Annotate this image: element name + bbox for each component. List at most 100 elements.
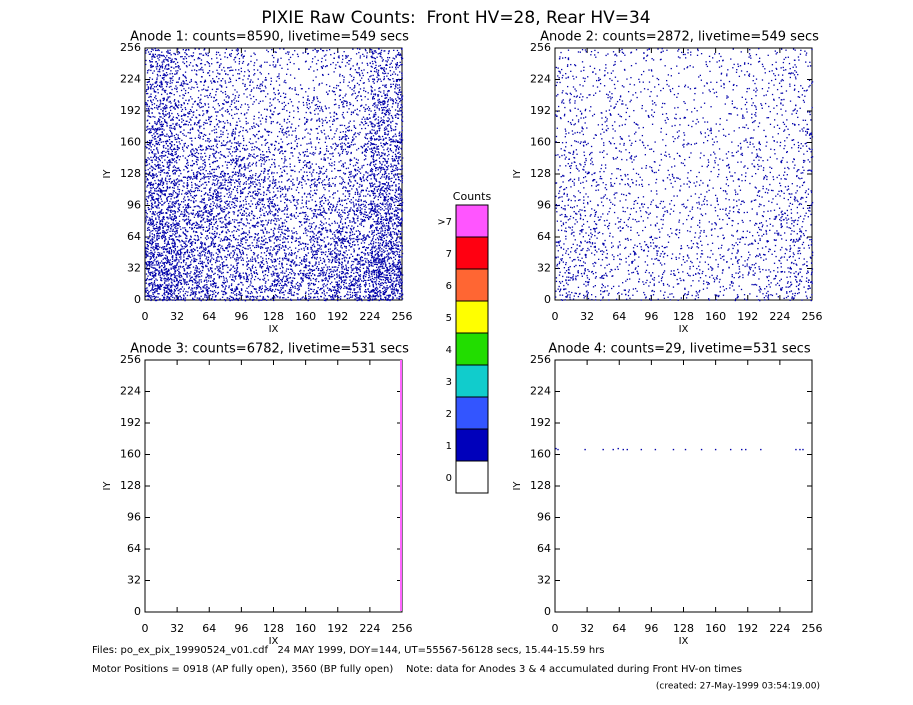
count-pixel: [389, 286, 391, 288]
count-pixel: [334, 245, 336, 247]
count-pixel: [386, 274, 389, 276]
count-pixel: [305, 245, 307, 248]
count-pixel: [226, 226, 228, 228]
count-pixel: [324, 274, 326, 277]
count-pixel: [285, 278, 288, 280]
count-pixel: [391, 291, 393, 293]
count-pixel: [196, 211, 199, 213]
count-pixel: [322, 216, 325, 218]
count-pixel: [306, 207, 309, 210]
count-pixel: [159, 210, 161, 212]
count-pixel: [281, 297, 284, 299]
count-pixel: [157, 229, 159, 232]
count-pixel: [382, 282, 385, 285]
count-pixel: [329, 212, 332, 214]
count-pixel: [376, 226, 378, 228]
count-pixel: [338, 258, 341, 261]
count-pixel: [223, 249, 226, 252]
count-pixel: [343, 209, 346, 211]
count-pixel: [276, 283, 278, 286]
count-pixel: [372, 265, 374, 267]
count-pixel: [364, 220, 366, 222]
count-pixel: [284, 272, 286, 274]
count-pixel: [388, 220, 391, 222]
count-pixel: [217, 253, 219, 256]
count-pixel: [232, 266, 234, 268]
count-pixel: [342, 276, 345, 278]
count-pixel: [213, 223, 215, 226]
count-pixel: [380, 206, 382, 209]
count-pixel: [278, 274, 280, 276]
count-pixel: [353, 258, 356, 260]
count-pixel: [294, 285, 296, 288]
count-pixel: [305, 291, 307, 293]
count-pixel: [312, 290, 314, 293]
count-pixel: [164, 268, 166, 270]
count-pixel: [311, 249, 313, 251]
count-pixel: [190, 271, 192, 273]
count-pixel: [279, 209, 281, 211]
count-pixel: [202, 289, 204, 292]
count-pixel: [157, 211, 159, 214]
count-pixel: [186, 275, 188, 277]
count-pixel: [332, 271, 335, 273]
count-pixel: [207, 246, 209, 248]
count-pixel: [178, 239, 180, 242]
count-pixel: [392, 282, 394, 285]
count-pixel: [267, 269, 270, 271]
count-pixel: [168, 270, 170, 272]
count-pixel: [262, 259, 264, 262]
count-pixel: [191, 224, 193, 226]
count-pixel: [345, 250, 347, 252]
count-pixel: [172, 266, 174, 268]
count-pixel: [237, 222, 239, 224]
count-pixel: [334, 210, 336, 212]
count-pixel: [292, 280, 294, 282]
count-pixel: [307, 287, 310, 289]
count-pixel: [362, 237, 364, 240]
count-pixel: [167, 269, 169, 272]
count-pixel: [308, 272, 310, 274]
count-pixel: [147, 208, 150, 211]
count-pixel: [384, 244, 386, 247]
count-pixel: [216, 257, 218, 259]
count-pixel: [189, 272, 191, 275]
count-pixel: [323, 259, 326, 261]
count-pixel: [230, 288, 232, 291]
count-pixel: [276, 283, 279, 285]
count-pixel: [165, 249, 168, 251]
count-pixel: [191, 288, 194, 290]
count-pixel: [359, 283, 361, 286]
count-pixel: [205, 288, 207, 290]
count-pixel: [174, 234, 176, 236]
count-pixel: [325, 229, 327, 231]
count-pixel: [180, 256, 182, 258]
count-pixel: [384, 265, 387, 267]
count-pixel: [195, 213, 198, 215]
count-pixel: [337, 214, 340, 216]
count-pixel: [223, 298, 226, 301]
count-pixel: [187, 218, 190, 220]
count-pixel: [364, 216, 367, 219]
count-pixel: [150, 200, 152, 202]
count-pixel: [304, 266, 307, 269]
count-pixel: [168, 283, 170, 285]
count-pixel: [389, 265, 392, 267]
count-pixel: [356, 207, 358, 210]
count-pixel: [217, 256, 219, 258]
count-pixel: [228, 243, 230, 246]
count-pixel: [201, 269, 204, 272]
count-pixel: [282, 291, 284, 294]
count-pixel: [362, 235, 364, 237]
count-pixel: [145, 273, 148, 275]
count-pixel: [167, 229, 169, 231]
count-pixel: [177, 207, 179, 209]
count-pixel: [157, 215, 159, 217]
count-pixel: [352, 283, 354, 286]
count-pixel: [286, 213, 288, 215]
count-pixel: [297, 284, 299, 287]
count-pixel: [153, 295, 156, 298]
count-pixel: [364, 254, 366, 256]
count-pixel: [210, 277, 212, 279]
count-pixel: [271, 284, 274, 286]
